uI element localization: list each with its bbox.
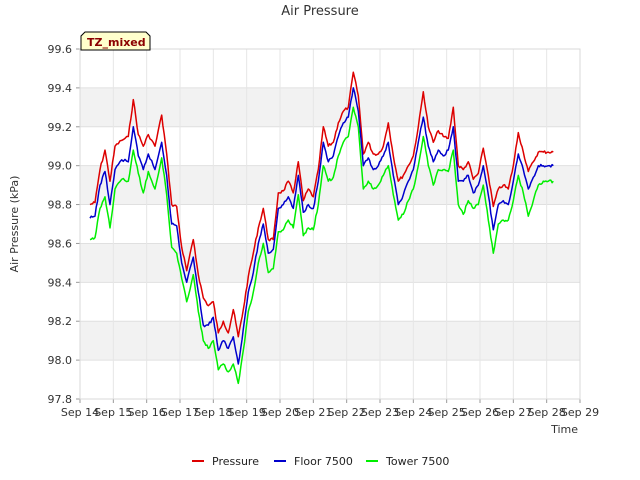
legend: Pressure Floor 7500 Tower 7500 (192, 455, 449, 468)
x-tick-label: Sep 28 (528, 406, 566, 419)
series-line-floor-7500 (89, 87, 554, 365)
x-tick-label: Sep 26 (461, 406, 499, 419)
y-tick-label: 99.4 (48, 82, 73, 95)
series-line-pressure (89, 71, 554, 338)
y-tick-label: 99.0 (48, 160, 73, 173)
series-lines (89, 71, 554, 385)
x-tick-label: Sep 24 (394, 406, 432, 419)
x-tick-label: Sep 19 (228, 406, 266, 419)
x-tick-label: Sep 29 (561, 406, 599, 419)
y-tick-label: 98.6 (48, 237, 73, 250)
plot-bands (80, 87, 580, 361)
tz-badge-label: TZ_mixed (87, 36, 146, 49)
x-axis-title: Time (550, 423, 578, 436)
y-tick-label: 99.2 (48, 121, 73, 134)
x-tick-label: Sep 16 (128, 406, 166, 419)
y-axis-title: Air Pressure (kPa) (8, 176, 21, 273)
y-tick-label: 98.2 (48, 315, 73, 328)
x-tick-label: Sep 25 (428, 406, 466, 419)
x-tick-label: Sep 15 (94, 406, 132, 419)
y-tick-labels: 97.8 98.0 98.2 98.4 98.6 98.8 99.0 99.2 99.4 99.6 (48, 43, 73, 406)
plot-band (80, 87, 580, 127)
x-tick-label: Sep 21 (294, 406, 332, 419)
x-tick-label: Sep 23 (361, 406, 399, 419)
x-tick-label: Sep 22 (328, 406, 366, 419)
legend-label-floor-7500: Floor 7500 (294, 455, 353, 468)
chart-title: Air Pressure (281, 4, 359, 19)
y-tick-label: 97.8 (48, 393, 73, 406)
y-tick-label: 98.4 (48, 276, 73, 289)
x-tick-label: Sep 27 (494, 406, 532, 419)
x-tick-label: Sep 14 (61, 406, 99, 419)
tz-badge-box (80, 31, 151, 51)
legend-label-pressure: Pressure (212, 455, 259, 468)
y-tick-label: 99.6 (48, 43, 73, 56)
plot-frame (79, 48, 581, 400)
plot-band (80, 321, 580, 361)
legend-label-tower-7500: Tower 7500 (385, 455, 449, 468)
plot-band (80, 243, 580, 283)
tz-badge: TZ_mixed (80, 31, 151, 51)
x-tick-label: Sep 18 (194, 406, 232, 419)
y-tick-label: 98.0 (48, 354, 73, 367)
series-line-tower-7500 (89, 106, 554, 385)
x-tick-label: Sep 17 (161, 406, 199, 419)
y-tick-label: 98.8 (48, 199, 73, 212)
x-tick-label: Sep 20 (261, 406, 299, 419)
